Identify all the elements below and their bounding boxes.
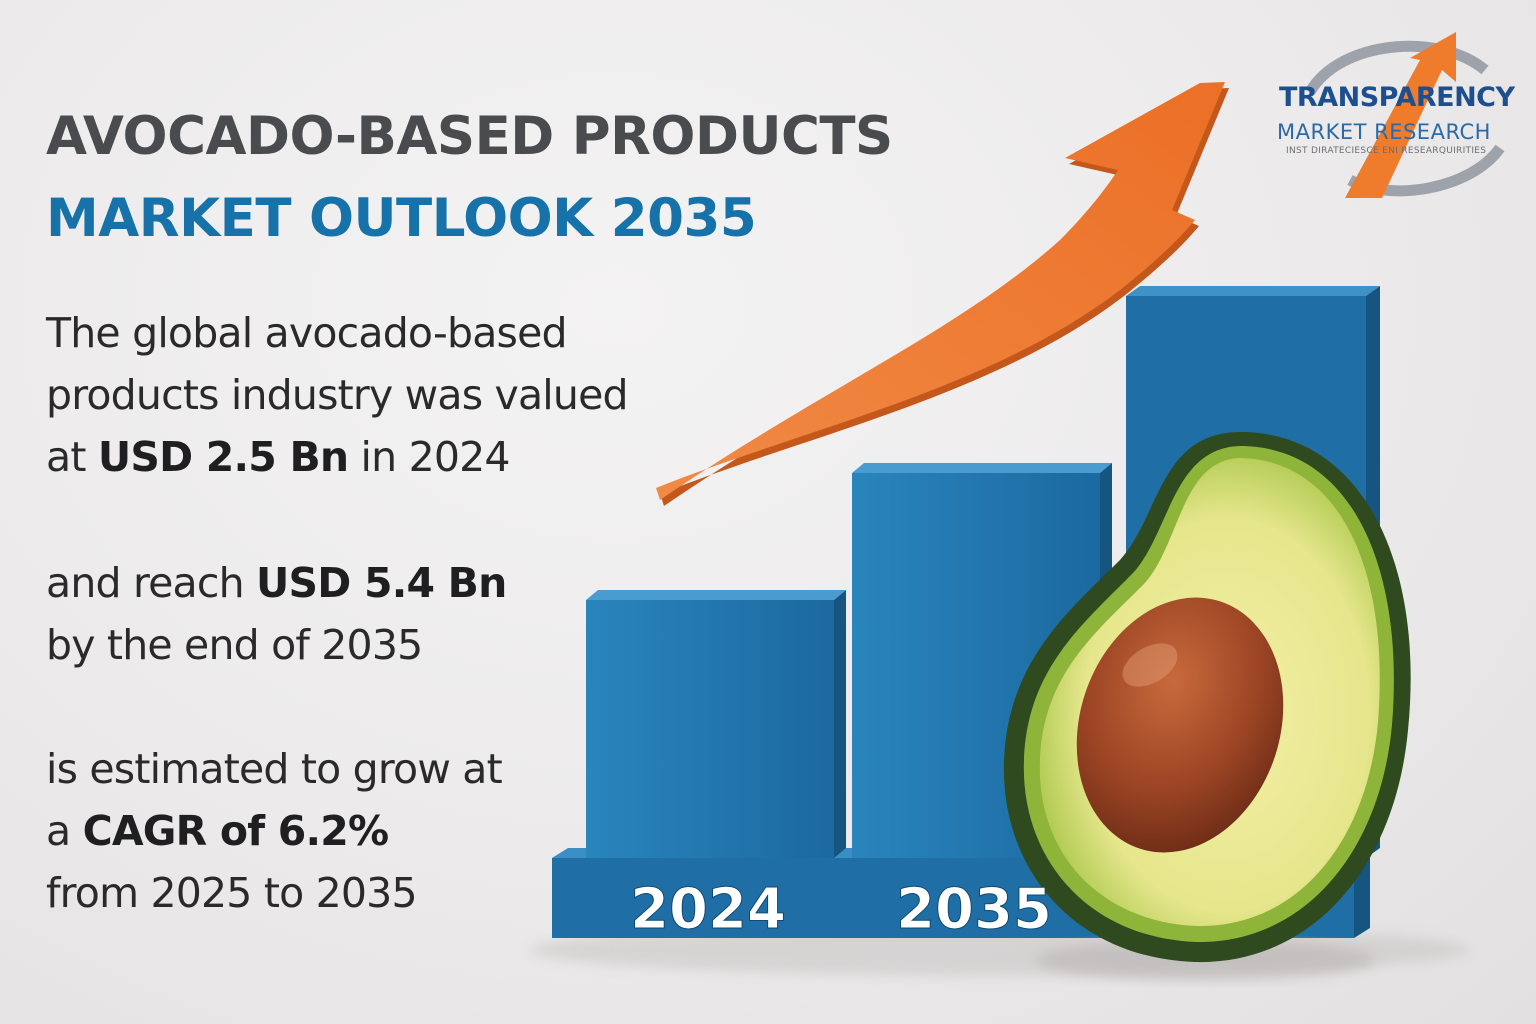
cagr-prefix: a <box>46 807 83 855</box>
valuation-paragraph: The global avocado-based products indust… <box>46 302 629 488</box>
growth-arrow <box>656 82 1229 506</box>
avocado-image <box>1003 431 1411 980</box>
category-label-2035: 2035 <box>896 877 1052 942</box>
logo-arrow-icon <box>1345 32 1456 198</box>
cagr-line-3: from 2025 to 2035 <box>46 869 418 917</box>
valuation-prefix: at <box>46 433 98 481</box>
valuation-year: in 2024 <box>348 433 511 481</box>
logo-name: TRANSPARENCY <box>1279 82 1515 113</box>
logo-tagline: INST DIRATECIESCE ENI RESEARQUIRITIES <box>1286 146 1487 156</box>
cagr-value: CAGR of 6.2% <box>82 807 390 855</box>
logo-emblem <box>1305 32 1505 198</box>
forecast-line-1: and reach USD 5.4 Bn <box>46 552 507 614</box>
title-line-1: AVOCADO-BASED PRODUCTS <box>46 106 893 167</box>
bar-2024 <box>586 590 846 858</box>
forecast-paragraph: and reach USD 5.4 Bn by the end of 2035 <box>46 552 507 676</box>
forecast-line-2: by the end of 2035 <box>46 621 423 669</box>
valuation-line-1: The global avocado-based <box>46 309 568 357</box>
valuation-amount: USD 2.5 Bn <box>97 433 349 481</box>
forecast-amount: USD 5.4 Bn <box>256 559 507 607</box>
valuation-line-2: products industry was valued <box>46 371 629 419</box>
cagr-line-2: a CAGR of 6.2% <box>46 800 502 862</box>
forecast-prefix: and reach <box>46 559 257 607</box>
title-line-2: MARKET OUTLOOK 2035 <box>46 188 757 249</box>
bars-group <box>586 463 1112 858</box>
cagr-line-1: is estimated to grow at <box>46 745 503 793</box>
logo-subtitle: MARKET RESEARCH <box>1277 120 1491 144</box>
cagr-paragraph: is estimated to grow at a CAGR of 6.2% f… <box>46 738 503 924</box>
category-label-2024: 2024 <box>630 877 786 942</box>
valuation-line-3: at USD 2.5 Bn in 2024 <box>46 426 628 488</box>
